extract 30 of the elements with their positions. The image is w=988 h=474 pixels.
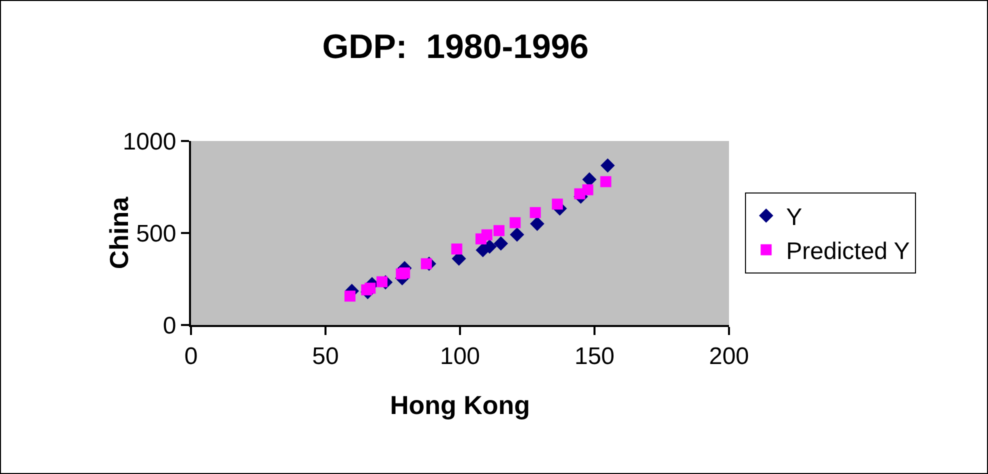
- y-tick-label: 1000: [122, 128, 176, 156]
- point: [399, 267, 410, 278]
- point: [494, 236, 508, 251]
- legend-label: Y: [786, 204, 802, 231]
- legend-label: Predicted Y: [786, 238, 910, 266]
- point: [582, 184, 594, 196]
- point: [344, 290, 356, 302]
- x-tick-label: 0: [184, 342, 198, 370]
- point: [376, 276, 388, 288]
- y-axis-title: China: [104, 196, 134, 270]
- y-tick-label: 0: [162, 312, 176, 340]
- point: [510, 228, 524, 242]
- y-tick-label: 500: [136, 220, 176, 248]
- x-tick-label: 100: [440, 342, 480, 370]
- point: [530, 216, 544, 231]
- point: [600, 158, 615, 173]
- x-axis-title: Hong Kong: [390, 390, 530, 420]
- x-tick-label: 150: [574, 342, 615, 370]
- point: [481, 229, 492, 240]
- chart-title: GDP: 1980-1996: [322, 28, 589, 66]
- point: [600, 176, 612, 188]
- point: [494, 225, 505, 236]
- point: [451, 244, 462, 255]
- point: [420, 258, 432, 270]
- x-tick-label: 50: [312, 342, 339, 370]
- point: [530, 207, 541, 218]
- point: [510, 217, 521, 228]
- x-tick-label: 200: [708, 342, 750, 370]
- point: [552, 198, 563, 210]
- point: [364, 282, 376, 294]
